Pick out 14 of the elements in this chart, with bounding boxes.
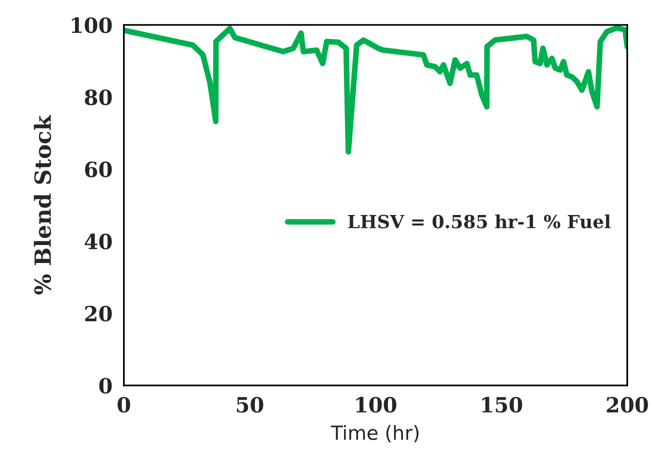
legend-label: LHSV = 0.585 hr-1 % Fuel (348, 214, 611, 228)
x-tick-label: 150 (482, 396, 522, 413)
y-tick-label: 20 (85, 306, 112, 322)
x-tick-label: 50 (236, 396, 264, 413)
x-tick-label: 100 (356, 396, 396, 413)
x-tick-label: 200 (606, 396, 648, 413)
x-tick-label: 0 (118, 396, 130, 413)
y-tick-label: 80 (84, 89, 112, 106)
x-axis-title: Time (hr) (330, 425, 419, 442)
y-tick-label: 0 (99, 378, 112, 394)
y-tick-label: 40 (84, 234, 112, 250)
y-tick-label: 100 (72, 17, 112, 34)
y-tick-label: 60 (85, 162, 112, 178)
y-axis-title: % Blend Stock (34, 114, 52, 294)
